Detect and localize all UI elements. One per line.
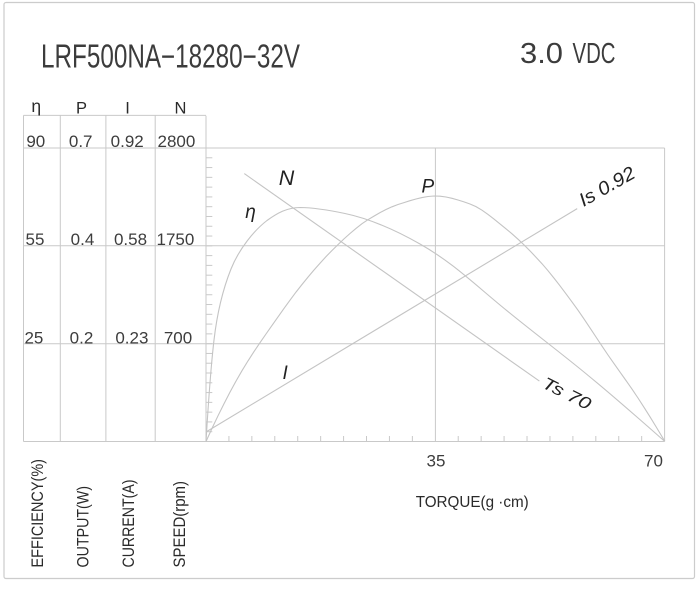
svg-text:N: N: [175, 100, 187, 118]
svg-text:EFFICIENCY(%): EFFICIENCY(%): [29, 459, 47, 568]
svg-text:η: η: [31, 96, 41, 116]
svg-text:0.58: 0.58: [114, 230, 147, 249]
svg-text:OUTPUT(W): OUTPUT(W): [75, 486, 93, 568]
svg-text:I: I: [125, 100, 130, 118]
svg-text:0.23: 0.23: [115, 328, 148, 347]
svg-text:1750: 1750: [156, 230, 194, 249]
svg-text:0.2: 0.2: [70, 328, 94, 347]
svg-text:I: I: [283, 363, 289, 384]
svg-text:35: 35: [427, 451, 446, 470]
svg-text:η: η: [245, 202, 256, 223]
svg-text:3.0: 3.0: [520, 38, 563, 70]
svg-text:700: 700: [164, 328, 192, 347]
svg-text:0.92: 0.92: [111, 132, 144, 151]
svg-text:Ts 70: Ts 70: [539, 374, 595, 415]
svg-text:Is 0.92: Is 0.92: [576, 163, 640, 212]
svg-text:TORQUE(g ·cm): TORQUE(g ·cm): [416, 494, 529, 511]
svg-text:0.4: 0.4: [71, 230, 95, 249]
svg-text:CURRENT(A): CURRENT(A): [120, 480, 138, 568]
svg-text:70: 70: [644, 451, 663, 470]
svg-text:SPEED(rpm): SPEED(rpm): [171, 481, 189, 568]
svg-text:P: P: [76, 100, 87, 118]
svg-text:55: 55: [26, 230, 45, 249]
svg-text:LRF500NA−18280−32V: LRF500NA−18280−32V: [41, 38, 300, 75]
svg-text:N: N: [279, 166, 295, 190]
svg-text:0.7: 0.7: [69, 132, 93, 151]
svg-text:VDC: VDC: [573, 38, 616, 70]
svg-text:25: 25: [24, 328, 43, 347]
svg-text:2800: 2800: [157, 132, 195, 151]
svg-text:90: 90: [26, 132, 45, 151]
svg-text:P: P: [422, 176, 435, 197]
